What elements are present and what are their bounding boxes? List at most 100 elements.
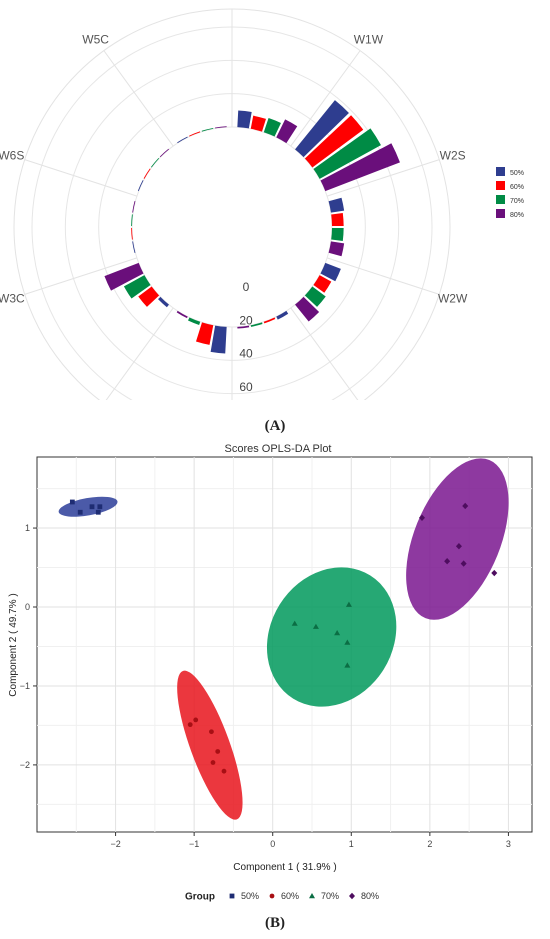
polar-bar [276,310,289,320]
polar-bar [331,227,344,241]
point-marker [312,623,319,629]
scatter-legend: Group 50% 60% 70% 80% [185,891,379,903]
polar-bar [313,128,381,179]
category-label: W1W [354,32,384,46]
legend-label: 50% [510,170,524,177]
radial-tick-label: 40 [239,347,253,361]
polar-bars [104,100,400,354]
polar-bar [138,286,160,307]
x-axis-label: Component 1 ( 31.9% ) [233,862,336,873]
polar-bar [313,275,332,293]
point-marker [344,662,351,668]
polar-bar [189,131,201,137]
polar-legend: 50% 60% 70% 80% [496,167,524,219]
scores-plot-title: Scores OPLS-DA Plot [225,443,332,455]
polar-bar [328,241,345,257]
point-marker [491,569,498,577]
legend-label: 70% [510,198,524,205]
polar-bar [304,286,326,307]
x-tick-label: −1 [189,839,199,849]
radial-tick-label: 60 [239,380,253,394]
group-ellipse [406,458,509,620]
radial-tick-label: 0 [243,280,250,294]
grid-spoke [326,257,440,295]
legend-title: Group [185,892,215,903]
point-marker [334,630,341,636]
legend-label: 70% [321,891,339,901]
y-tick-label: −2 [20,760,30,770]
point-marker [215,749,221,754]
polar-bar [201,127,214,132]
category-label: W5C [82,32,109,46]
y-tick-label: 1 [25,523,30,533]
point-marker [221,768,227,774]
polar-bar [237,110,252,129]
polar-bar [295,100,349,158]
point-marker [344,639,351,645]
category-label: W6S [0,148,24,162]
point-marker [97,504,103,510]
polar-bar [263,317,276,324]
polar-bar [131,227,133,240]
polar-bar [250,115,267,132]
legend-label: 60% [510,184,524,191]
radial-tick-label: 20 [239,313,253,327]
point-marker [462,502,469,510]
point-marker [269,893,275,899]
polar-bar [123,275,151,299]
polar-bar [188,317,201,325]
point-marker [77,509,83,515]
point-marker [193,717,199,723]
legend-label: 80% [361,891,379,901]
scatter-axes: −2 −1 0 1 2 3 −2 −1 0 1 [20,523,511,849]
point-marker [229,893,235,899]
point-marker [291,620,298,626]
y-tick-label: 0 [25,602,30,612]
polar-bar [237,325,250,329]
category-label: W1S [219,0,245,2]
legend-swatch [496,209,505,218]
polar-bar [295,296,320,322]
legend-swatch [496,181,505,190]
panel-label-a: (A) [264,418,286,434]
category-label: W2S [440,148,466,162]
polar-bar [328,197,345,213]
grid-spoke [105,307,174,400]
legend-swatch [496,167,505,176]
polar-bar [210,325,227,354]
polar-radial-ticks: 0 20 40 60 [239,280,253,394]
grid-spoke [24,257,138,295]
polar-bar [214,126,227,129]
category-label: W3C [0,292,25,306]
panel-label-b: (B) [265,915,285,931]
grid-spoke [24,159,138,197]
polar-bar [276,119,298,144]
legend-label: 60% [281,891,299,901]
point-marker [349,892,355,900]
x-tick-label: 1 [349,839,354,849]
point-marker [95,509,101,515]
polar-bar [143,168,151,179]
point-marker [210,760,216,765]
polar-bar [176,310,188,319]
grid-ring [131,126,333,328]
y-tick-label: −1 [20,681,30,691]
point-marker [309,893,315,899]
scores-plot: Scores OPLS-DA Plot −2 −1 0 1 2 3 −2 −1 0 1 Compo… [8,443,533,903]
point-marker [209,729,214,735]
polar-bar [195,322,214,345]
legend-label: 80% [510,212,524,219]
point-marker [69,499,75,505]
legend-label: 50% [241,891,259,901]
group-ellipse [177,670,243,820]
polar-bar [150,157,160,168]
polar-bar [159,148,169,158]
group-ellipse [266,567,397,707]
x-tick-label: 3 [506,839,511,849]
polar-bar [331,213,344,227]
polar-bar [158,296,169,308]
polar-bar [132,201,136,213]
grid-spoke [103,50,174,147]
group-ellipses [58,458,509,820]
